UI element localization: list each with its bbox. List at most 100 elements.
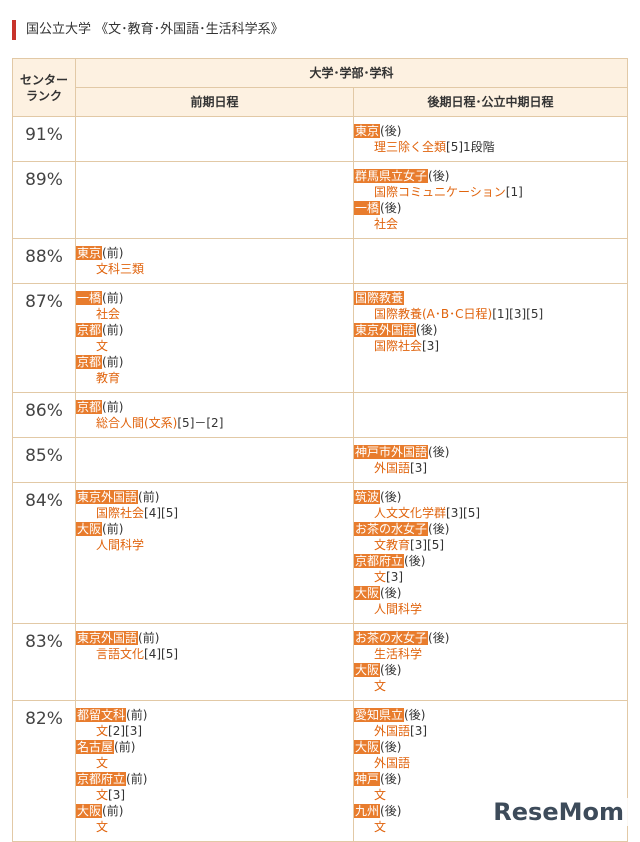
department-line: 文科三類 [76,261,353,277]
department: 人間科学 [96,538,145,552]
university-line: 京都(前) [76,322,353,338]
university-line: 群馬県立女子(後) [354,168,627,184]
term: (後) [416,323,438,337]
department-line: 文 [354,678,627,694]
watermark: ReseMom [489,798,628,826]
university: 京都 [76,355,103,369]
department: 文 [96,756,109,770]
university: 東京外国語 [76,490,139,504]
university: 筑波 [354,490,381,504]
term: (後) [380,586,402,600]
university: 東京外国語 [76,631,139,645]
rank: 83% [12,623,76,701]
table-row: 88% 東京(前) 文科三類 [12,238,629,284]
university: 大阪 [76,522,103,536]
university: 東京 [354,124,381,138]
university-line: 東京(後) [354,123,627,139]
department: 外国語 [374,724,411,738]
university-line: 東京外国語(後) [354,322,627,338]
university-line: 神戸市外国語(後) [354,444,627,460]
department-line: 人間科学 [76,537,353,553]
department-line: 社会 [76,306,353,322]
notes: [1] [505,185,523,199]
university-line: 京都(前) [76,399,353,415]
university-line: 大阪(前) [76,803,353,819]
university-line: 神戸(後) [354,771,627,787]
department: 国際社会 [374,339,423,353]
department: 教育 [96,371,121,385]
department: 総合人間(文系) [96,416,178,430]
term: (前) [102,355,124,369]
department-line: 理三除く全類[5]1段階 [354,139,627,155]
department: 国際社会 [96,506,145,520]
term: (後) [404,708,426,722]
university-line: 大阪(前) [76,521,353,537]
early-cell: 東京外国語(前) 国際社会[4][5] 大阪(前) 人間科学 [75,482,354,624]
university-line: お茶の水女子(後) [354,521,627,537]
early-cell: 一橋(前) 社会 京都(前) 文京都(前) 教育 [75,283,354,393]
notes: [3] [108,788,126,802]
term: (後) [428,169,450,183]
department-line: 外国語[3] [354,723,627,739]
department-line: 社会 [354,216,627,232]
term: (前) [102,522,124,536]
university: 東京外国語 [354,323,417,337]
notes: [3][5] [410,538,445,552]
department-line: 文教育[3][5] [354,537,627,553]
table-row: 87% 一橋(前) 社会 京都(前) 文京都(前) 教育 国際教養 国際教養(A･B･C日程)… [12,283,629,393]
term: (後) [380,124,402,138]
term: (後) [428,631,450,645]
department: 社会 [374,217,399,231]
department-line: 文[2][3] [76,723,353,739]
rank-header-line: センター [19,72,68,87]
late-cell: 東京(後) 理三除く全類[5]1段階 [352,116,629,162]
university-line: 愛知県立(後) [354,707,627,723]
university: 一橋 [76,291,103,305]
department: 文 [374,820,387,834]
early-cell [75,161,354,239]
notes: [3] [422,339,440,353]
university: お茶の水女子 [354,522,429,536]
department: 文 [96,820,109,834]
university-line: 筑波(後) [354,489,627,505]
department-line: 文[3] [76,787,353,803]
early-cell: 京都(前) 総合人間(文系)[5]－[2] [75,392,354,438]
university-line: 一橋(後) [354,200,627,216]
university-line: 京都(前) [76,354,353,370]
department: 文 [96,788,109,802]
term: (後) [404,554,426,568]
notes: [3] [410,461,428,475]
university-line: お茶の水女子(後) [354,630,627,646]
university-line: 名古屋(前) [76,739,353,755]
term: (前) [114,740,136,754]
notes: [3] [410,724,428,738]
late-cell: お茶の水女子(後) 生活科学 大阪(後) 文 [352,623,629,701]
department: 文 [374,679,387,693]
department-line: 生活科学 [354,646,627,662]
notes: [5]1段階 [446,140,495,154]
university-line: 都留文科(前) [76,707,353,723]
university-line: 東京(前) [76,245,353,261]
department-line: 言語文化[4][5] [76,646,353,662]
term: (前) [102,246,124,260]
term: (後) [380,201,402,215]
term: (前) [126,708,148,722]
term: (後) [380,772,402,786]
term: (前) [102,323,124,337]
early-cell [75,437,354,483]
department: 文教育 [374,538,411,552]
late-header: 後期日程･公立中期日程 [352,87,629,117]
rank: 91% [12,116,76,162]
university-line: 大阪(後) [354,739,627,755]
department: 文科三類 [96,262,145,276]
term: (後) [380,804,402,818]
late-cell: 神戸市外国語(後) 外国語[3] [352,437,629,483]
department: 外国語 [374,756,411,770]
university: 東京 [76,246,103,260]
term: (後) [428,445,450,459]
university-line: 大阪(後) [354,585,627,601]
department: 言語文化 [96,647,145,661]
university: 京都府立 [354,554,405,568]
notes: [1][3][5] [492,307,544,321]
table-row: 84% 東京外国語(前) 国際社会[4][5] 大阪(前) 人間科学 筑波(後) 人文文化学… [12,482,629,624]
